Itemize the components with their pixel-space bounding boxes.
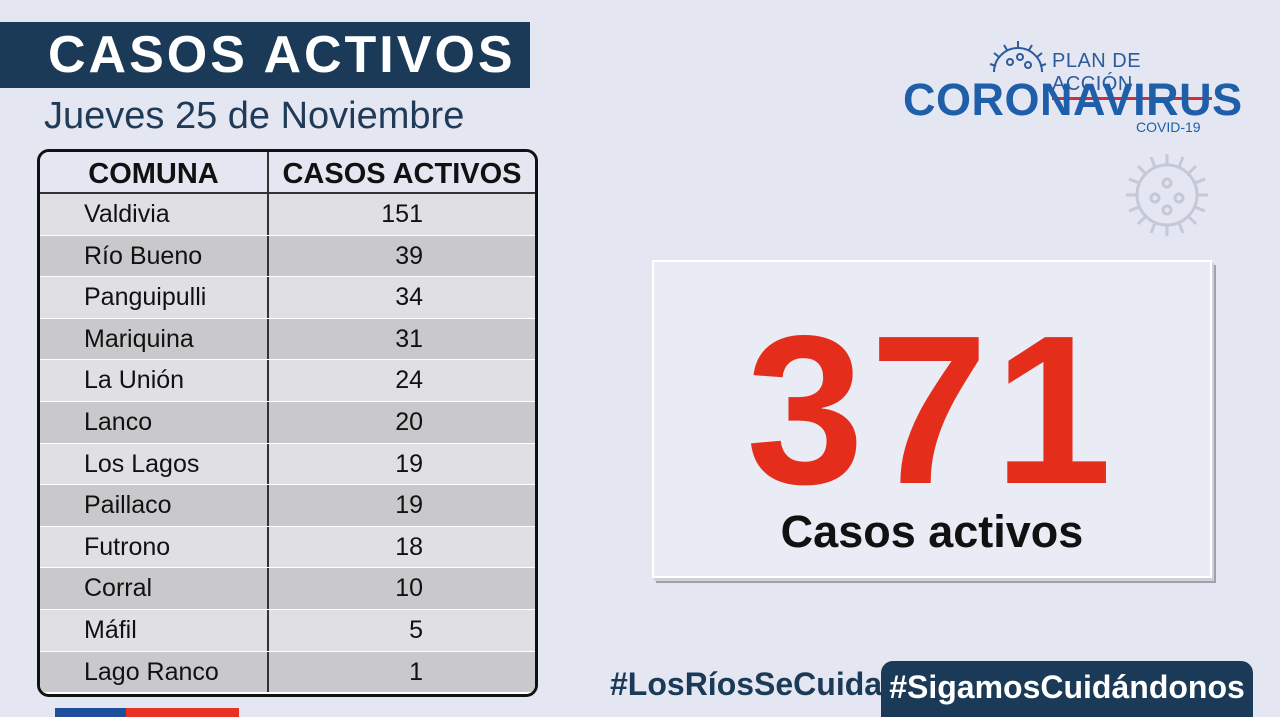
flag-red-segment — [126, 708, 239, 717]
table-row: Lago Ranco 1 — [40, 651, 535, 694]
table-row: Río Bueno 39 — [40, 235, 535, 278]
table-body: Valdivia 151 Río Bueno 39 Panguipulli 34 Ma… — [40, 194, 535, 694]
coronavirus-logo: PLAN DE ACCIÓN CORONAVIRUS COVID-19 — [900, 40, 1242, 140]
cases-table: COMUNA CASOS ACTIVOS Valdivia 151 Río Bue… — [37, 149, 538, 697]
virus-icon — [989, 41, 1047, 73]
table-row: Mariquina 31 — [40, 318, 535, 361]
hashtag-losrios: #LosRíosSeCuida — [610, 666, 883, 702]
total-cases-card: 371 Casos activos — [652, 260, 1212, 578]
casos-cell: 20 — [395, 407, 423, 436]
comuna-cell: Paillaco — [40, 485, 269, 526]
casos-cell: 31 — [395, 324, 423, 353]
page-title: CASOS ACTIVOS — [48, 26, 516, 84]
comuna-cell: Valdivia — [40, 194, 269, 235]
logo-plan-text: PLAN DE ACCIÓN — [1052, 50, 1212, 100]
total-cases-number: 371 — [746, 291, 1118, 528]
casos-cell: 24 — [395, 366, 423, 395]
casos-cell: 19 — [395, 449, 423, 478]
virus-watermark-icon — [1126, 154, 1208, 236]
comuna-cell: La Unión — [40, 360, 269, 401]
total-cases-label: Casos activos — [780, 506, 1084, 557]
flag-blue-segment — [55, 708, 126, 717]
table-row: Corral 10 — [40, 568, 535, 610]
column-header-comuna: COMUNA — [40, 152, 269, 192]
comuna-cell: Máfil — [40, 609, 269, 651]
casos-cell: 151 — [381, 200, 423, 228]
title-banner: CASOS ACTIVOS — [0, 22, 530, 88]
casos-cell: 34 — [395, 283, 423, 312]
logo-covid-text: COVID-19 — [1136, 119, 1201, 135]
table-row: Máfil 5 — [40, 609, 535, 652]
comuna-cell: Corral — [40, 568, 269, 609]
comuna-cell: Mariquina — [40, 318, 269, 360]
casos-cell: 1 — [409, 657, 423, 686]
comuna-cell: Los Lagos — [40, 443, 269, 485]
column-header-casos: CASOS ACTIVOS — [282, 158, 522, 190]
table-row: Futrono 18 — [40, 526, 535, 569]
date-subtitle: Jueves 25 de Noviembre — [44, 95, 465, 137]
hashtag-sigamos-text: #SigamosCuidándonos — [889, 669, 1245, 705]
table-row: Los Lagos 19 — [40, 443, 535, 486]
comuna-cell: Futrono — [40, 526, 269, 568]
flag-stripe — [55, 708, 239, 717]
casos-cell: 18 — [395, 532, 423, 561]
logo-coronavirus-text: CORONAVIRUS — [903, 74, 1243, 125]
comuna-cell: Lago Ranco — [40, 651, 269, 693]
comuna-cell: Lanco — [40, 401, 269, 443]
casos-cell: 5 — [409, 615, 423, 644]
table-row: Paillaco 19 — [40, 485, 535, 527]
table-row: Lanco 20 — [40, 401, 535, 444]
casos-cell: 10 — [395, 574, 423, 603]
table-row: Valdivia 151 — [40, 194, 535, 236]
table-header: COMUNA CASOS ACTIVOS — [40, 152, 535, 194]
casos-cell: 39 — [395, 241, 423, 270]
casos-cell: 19 — [395, 491, 423, 520]
hashtag-sigamos: #SigamosCuidándonos — [881, 661, 1253, 717]
comuna-cell: Panguipulli — [40, 277, 269, 318]
comuna-cell: Río Bueno — [40, 235, 269, 277]
table-row: Panguipulli 34 — [40, 277, 535, 319]
table-row: La Unión 24 — [40, 360, 535, 402]
